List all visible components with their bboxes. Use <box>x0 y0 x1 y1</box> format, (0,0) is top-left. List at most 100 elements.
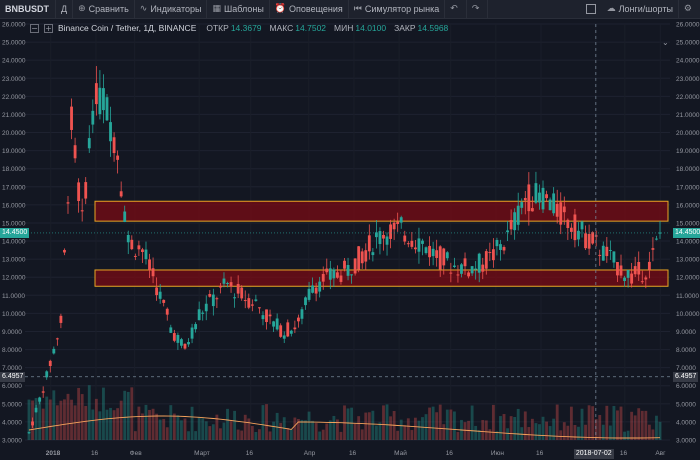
candle-body <box>254 299 258 301</box>
volume-bar <box>452 411 456 440</box>
volume-bar <box>538 424 541 440</box>
candle-body <box>616 262 619 276</box>
templates-button[interactable]: ▦ Шаблоны <box>207 0 270 19</box>
candle-body <box>445 252 449 259</box>
volume-bar <box>463 422 467 440</box>
price-label-right: 14.0000 <box>676 239 700 246</box>
volume-bar <box>41 408 45 440</box>
price-label-left: 24.0000 <box>2 58 26 65</box>
symbol-search[interactable]: BNBUSDT <box>0 0 56 19</box>
longshort-button[interactable]: ☁ Лонги/шорты <box>602 0 679 19</box>
candle-body <box>623 277 626 281</box>
volume-bar <box>378 422 382 440</box>
volume-bar <box>211 424 215 440</box>
time-label: Июн <box>491 450 505 457</box>
undo-button[interactable]: ↶ <box>445 0 467 19</box>
volume-bar <box>481 419 485 440</box>
candle-body <box>534 183 538 203</box>
candle-body <box>247 298 251 308</box>
candle-body <box>116 155 120 160</box>
candle-body <box>452 265 456 268</box>
volume-bar <box>169 405 173 440</box>
price-label-right: 9.0000 <box>676 329 696 336</box>
candle-body <box>463 258 467 267</box>
candle-body <box>520 202 524 208</box>
volume-bar <box>573 425 577 440</box>
candle-body <box>364 250 368 262</box>
replay-icon: ⏮ <box>353 4 362 14</box>
candle-body <box>41 391 45 393</box>
collapse-legend-icon[interactable]: − <box>30 23 39 33</box>
volume-bar <box>633 415 637 440</box>
volume-bar <box>566 425 570 440</box>
chevron-down-icon[interactable]: ⌄ <box>662 38 669 47</box>
price-label-left: 22.0000 <box>2 94 26 101</box>
layout-icon[interactable] <box>585 4 596 14</box>
volume-bar <box>506 428 509 440</box>
volume-bar <box>102 387 105 440</box>
candle-body <box>169 327 173 333</box>
volume-bar <box>612 406 616 440</box>
volume-bar <box>325 423 329 440</box>
candle-body <box>371 252 375 256</box>
volume-bar <box>123 390 127 440</box>
compare-button[interactable]: ⊕ Сравнить <box>73 0 135 19</box>
candle-body <box>158 291 162 299</box>
templates-icon: ▦ <box>212 4 221 14</box>
candle-body <box>573 214 577 241</box>
volume-bar <box>353 423 357 440</box>
price-label-right: 11.0000 <box>676 293 699 300</box>
volume-bar <box>623 431 626 440</box>
candle-body <box>52 348 56 354</box>
volume-bar <box>502 414 506 440</box>
volume-bar <box>172 413 176 440</box>
compare-label: Сравнить <box>88 4 129 14</box>
volume-bar <box>311 420 315 440</box>
candle-body <box>608 249 612 251</box>
redo-button[interactable]: ↷ <box>467 0 489 19</box>
volume-bar <box>364 412 368 440</box>
indicators-button[interactable]: ∿ Индикаторы <box>135 0 208 19</box>
candle-body <box>442 248 446 266</box>
last-price-tag-left: 14.4500 <box>0 227 30 238</box>
volume-bar <box>201 418 205 440</box>
volume-bar <box>647 424 651 440</box>
simulator-button[interactable]: ⏮ Симулятор рынка <box>349 0 446 19</box>
volume-bar <box>275 412 279 440</box>
candle-body <box>318 281 322 292</box>
candle-body <box>460 264 463 274</box>
add-symbol-icon[interactable]: + <box>44 23 53 33</box>
volume-bar <box>254 431 258 440</box>
volume-bar <box>34 398 38 440</box>
candle-body <box>137 245 141 250</box>
candle-body <box>382 234 385 239</box>
candle-body <box>208 293 212 297</box>
volume-bar <box>431 406 435 440</box>
volume-bar <box>555 404 559 440</box>
candle-body <box>385 236 389 245</box>
volume-bar <box>449 409 453 440</box>
settings-button[interactable]: ⚙ <box>679 0 700 19</box>
candle-body <box>176 334 180 343</box>
interval-button[interactable]: Д <box>56 0 74 19</box>
open-label: ОТКР <box>206 23 229 33</box>
alerts-button[interactable]: ⏰ Оповещения <box>270 0 349 19</box>
volume-bar <box>144 404 148 440</box>
candle-body <box>339 275 343 282</box>
candle-body <box>215 298 219 300</box>
chart-pane[interactable]: 26.0000 26.0000 25.0000 25.0000 24.0000 24.00… <box>0 20 700 460</box>
candle-body <box>130 239 134 250</box>
candle-body <box>183 343 187 349</box>
volume-bar <box>112 410 116 440</box>
candle-body <box>353 258 357 274</box>
volume-bar <box>279 422 283 440</box>
price-label-right: 20.0000 <box>676 130 700 137</box>
volume-bar <box>126 391 130 440</box>
price-chart[interactable]: 26.0000 26.0000 25.0000 25.0000 24.0000 24.00… <box>0 20 700 460</box>
candle-body <box>495 239 499 247</box>
volume-bar <box>190 406 194 440</box>
volume-bar <box>194 431 198 440</box>
volume-bar <box>229 421 233 440</box>
volume-bar <box>545 421 548 440</box>
last-price-tag-right: 14.4500 <box>673 227 700 238</box>
